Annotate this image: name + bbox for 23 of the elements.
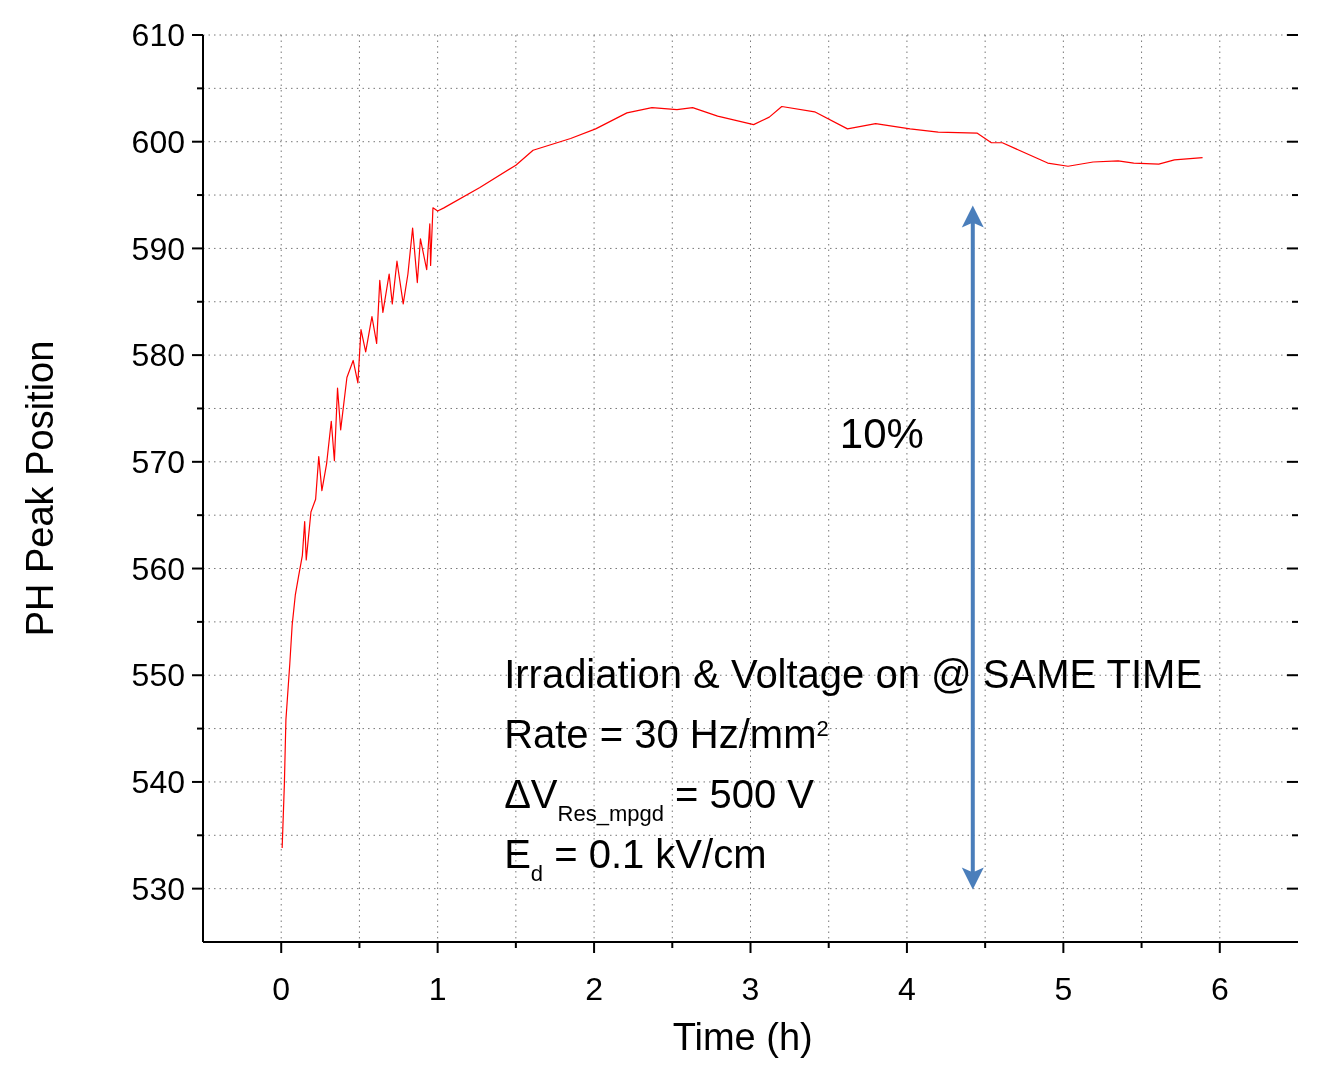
annotation: E$_{d}$ = 0.1 kV/cm xyxy=(504,832,767,886)
y-tick-label: 550 xyxy=(131,657,185,694)
y-tick-label: 570 xyxy=(131,444,185,481)
x-tick-label: 3 xyxy=(741,971,760,1007)
annotation: Irradiation & Voltage on @ SAME TIME xyxy=(504,652,1203,697)
x-tick-label: 5 xyxy=(1054,971,1073,1007)
y-tick-label: 560 xyxy=(131,550,185,587)
y-tick-label: 580 xyxy=(131,337,185,374)
x-axis-title: Time (h) xyxy=(672,1016,813,1058)
x-tick-label: 0 xyxy=(272,971,291,1007)
x-tick-label: 4 xyxy=(898,971,916,1007)
y-tick-label: 590 xyxy=(131,230,185,267)
x-tick-label: 6 xyxy=(1210,971,1229,1007)
y-tick-label: 530 xyxy=(131,870,185,907)
y-tick-label: 540 xyxy=(131,764,185,801)
x-tick-label: 1 xyxy=(428,971,447,1007)
annotation: 10% xyxy=(839,409,924,457)
annotation: Rate = 30 Hz/mm$^{2}$ xyxy=(504,712,829,757)
y-axis-title: PH Peak Position xyxy=(19,340,61,637)
annotation: ΔV$_{Res_mpgd}$ = 500 V xyxy=(504,772,815,826)
y-tick-label: 610 xyxy=(131,17,185,54)
x-tick-label: 2 xyxy=(585,971,603,1007)
y-tick-label: 600 xyxy=(131,123,185,160)
